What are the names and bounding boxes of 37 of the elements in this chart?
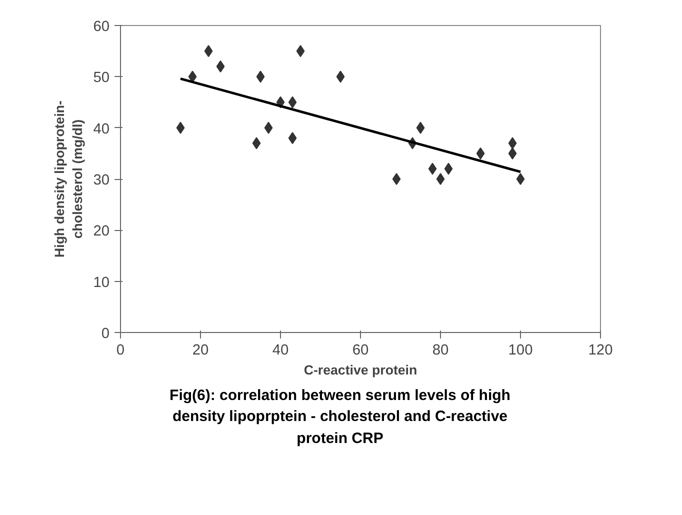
point <box>428 162 437 175</box>
point <box>508 147 517 160</box>
point <box>288 132 297 144</box>
y-tick-label: 60 <box>93 19 110 35</box>
point <box>476 147 485 160</box>
y-tick-label: 50 <box>93 70 110 86</box>
text: Fig(6): correlation between serum levels of high density lipoprptein - cholesterol and C-reactive protein CRP <box>170 386 510 449</box>
point <box>416 122 425 134</box>
point <box>264 122 273 134</box>
y-tick-label: 0 <box>101 326 110 342</box>
x-axis-title: C-reactive protein <box>304 362 418 378</box>
point <box>336 70 345 83</box>
x-tick-label: 80 <box>432 342 449 358</box>
point <box>204 45 213 58</box>
point <box>216 60 225 72</box>
point <box>176 122 185 134</box>
x-tick-label: 0 <box>116 342 125 358</box>
x-tick-label: 120 <box>588 342 613 358</box>
y-tick-label: 30 <box>93 172 110 188</box>
point <box>252 137 261 150</box>
y-tick-label: 40 <box>93 121 110 138</box>
point <box>516 173 525 185</box>
x-tick-label: 60 <box>352 342 369 358</box>
x-tick-label: 100 <box>508 342 533 358</box>
point <box>508 137 517 150</box>
point <box>436 173 445 185</box>
point <box>444 162 453 175</box>
y-tick-label: 10 <box>93 274 110 291</box>
point <box>296 45 305 58</box>
point <box>392 173 401 185</box>
point <box>256 70 265 83</box>
x-tick-label: 40 <box>272 342 289 358</box>
point <box>188 70 197 83</box>
x-tick-label: 20 <box>192 342 209 358</box>
point <box>288 96 297 108</box>
y-axis-title: High density lipoprotein- cholesterol (mg/dl) <box>52 100 86 258</box>
y-tick-label: 20 <box>93 224 110 240</box>
